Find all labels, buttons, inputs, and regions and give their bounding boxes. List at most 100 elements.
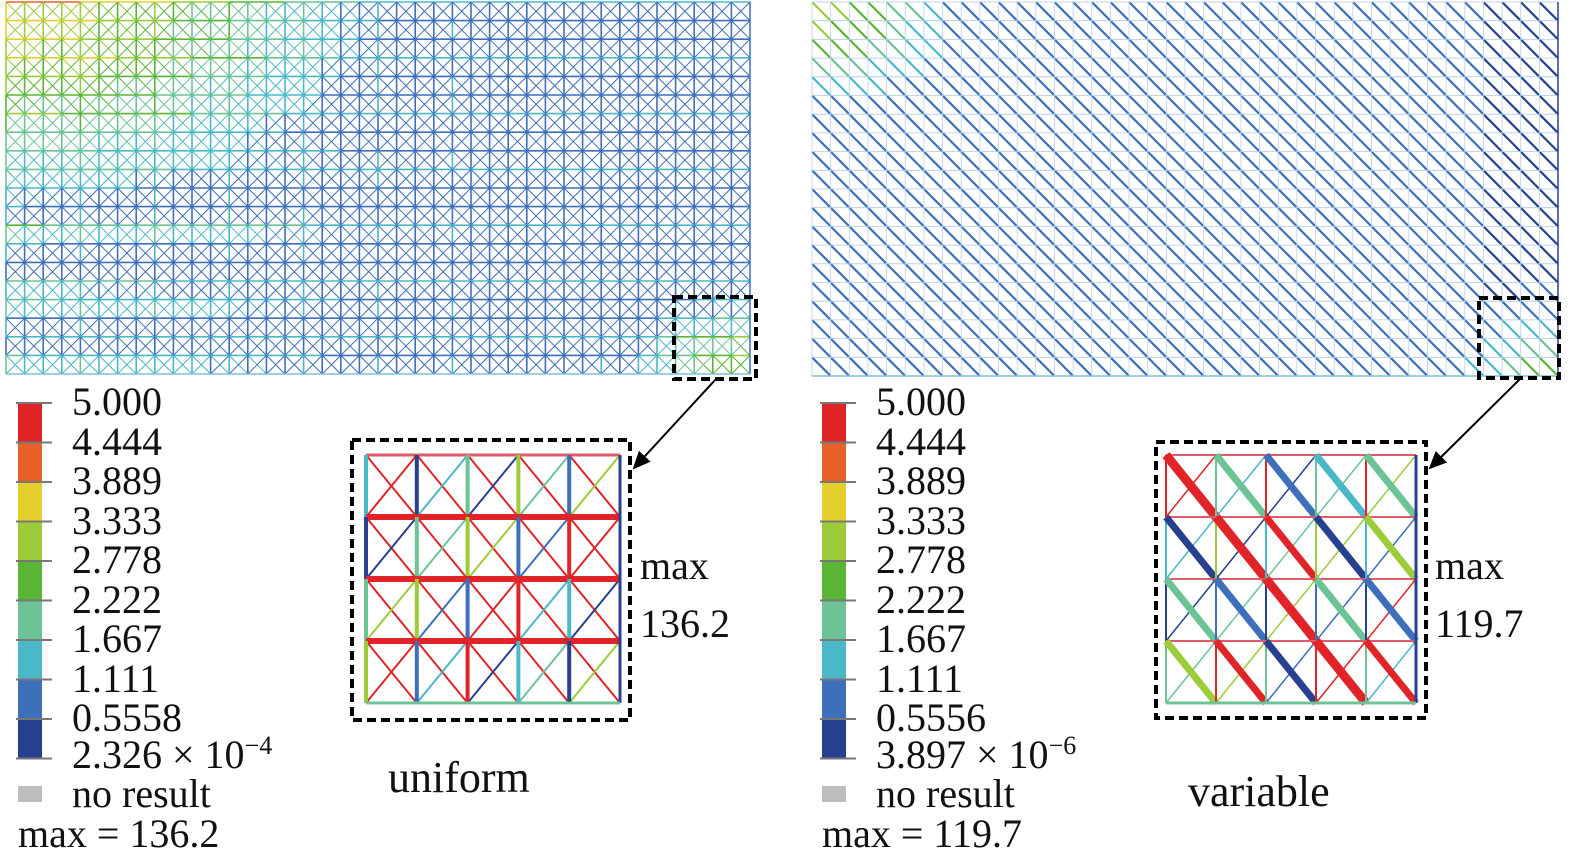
lattice-diagonal <box>1202 19 1224 41</box>
lattice-diagonal <box>284 57 304 77</box>
lattice-diagonal <box>563 317 583 338</box>
lattice-diagonal <box>712 280 732 300</box>
lattice-diagonal <box>885 188 907 209</box>
lattice-diagonal <box>452 169 472 189</box>
lattice-diagonal <box>42 20 63 40</box>
lattice-diagonal <box>359 131 379 152</box>
lattice-diagonal <box>340 113 360 133</box>
lattice-diagonal <box>321 336 342 356</box>
lattice-diagonal <box>210 224 230 245</box>
lattice-diagonal <box>1519 1 1541 22</box>
lattice-diagonal <box>675 38 695 59</box>
lattice-diagonal <box>359 169 379 189</box>
lattice-diagonal <box>712 206 732 226</box>
lattice-diagonal <box>414 187 435 207</box>
lattice-diagonal <box>1221 76 1242 97</box>
lattice-diagonal <box>582 169 602 189</box>
lattice-diagonal <box>80 243 100 263</box>
lattice-diagonal <box>1370 150 1391 172</box>
lattice-diagonal <box>829 38 851 59</box>
lattice-diagonal <box>867 244 888 265</box>
lattice-diagonal <box>1053 1 1074 22</box>
lattice-diagonal <box>98 299 118 319</box>
lattice-diagonal <box>619 20 639 40</box>
lattice-diagonal <box>5 224 25 245</box>
lattice-diagonal <box>1072 169 1093 190</box>
lattice-diagonal <box>811 169 832 190</box>
lattice-diagonal <box>1184 19 1205 41</box>
lattice-diagonal <box>414 317 435 338</box>
lattice-diagonal <box>340 76 360 96</box>
lattice-diagonal <box>526 150 546 170</box>
lattice-diagonal <box>1408 19 1429 41</box>
lattice-diagonal <box>80 355 100 375</box>
lattice-diagonal <box>489 262 509 282</box>
lattice-diagonal <box>1035 94 1056 115</box>
lattice-diagonal <box>997 263 1018 284</box>
lattice-diagonal <box>135 187 156 207</box>
lattice-diagonal <box>600 94 621 114</box>
lattice-diagonal <box>61 262 81 282</box>
lattice-diagonal <box>1016 113 1037 134</box>
lattice-diagonal <box>228 1 249 21</box>
lattice-diagonal <box>582 262 602 282</box>
lattice-diagonal <box>712 299 732 319</box>
lattice-diagonal <box>321 355 342 375</box>
lattice-diagonal <box>210 131 230 152</box>
lattice-diagonal <box>904 19 925 41</box>
lattice-diagonal <box>377 224 397 245</box>
lattice-diagonal <box>24 206 44 226</box>
colorbar-segment <box>822 442 846 482</box>
lattice-diagonal <box>1128 132 1149 153</box>
lattice-diagonal <box>42 57 63 77</box>
lattice-diagonal <box>154 206 174 226</box>
lattice-diagonal <box>960 150 981 172</box>
lattice-diagonal <box>1221 188 1242 209</box>
colorbar-segment <box>822 482 846 522</box>
lattice-diagonal <box>619 1 639 21</box>
lattice-diagonal <box>675 76 695 96</box>
lattice-diagonal <box>693 57 714 77</box>
lattice-diagonal <box>154 113 174 133</box>
lattice-diagonal <box>1202 1 1224 22</box>
lattice-diagonal <box>1389 169 1410 190</box>
lattice-diagonal <box>619 131 639 152</box>
lattice-diagonal <box>563 224 583 245</box>
lattice-diagonal <box>507 94 528 114</box>
lattice-diagonal <box>1519 57 1541 78</box>
lattice-diagonal <box>266 57 286 77</box>
lattice-diagonal <box>1053 169 1074 190</box>
lattice-diagonal <box>811 225 832 246</box>
lattice-diagonal <box>284 38 304 59</box>
lattice-diagonal <box>135 76 156 96</box>
lattice-diagonal <box>1221 38 1242 59</box>
lattice-diagonal <box>941 169 962 190</box>
lattice-diagonal <box>303 355 323 375</box>
lattice-diagonal <box>582 299 602 319</box>
lattice-diagonal <box>923 94 944 115</box>
lattice-diagonal <box>693 1 714 21</box>
lattice-diagonal <box>1277 113 1298 134</box>
lattice-diagonal <box>5 150 25 170</box>
lattice-diagonal <box>867 1 888 22</box>
lattice-diagonal <box>470 113 490 133</box>
lattice-diagonal <box>247 224 267 245</box>
lattice-diagonal <box>247 336 267 356</box>
lattice-diagonal <box>1538 19 1559 41</box>
lattice-diagonal <box>885 76 907 97</box>
lattice-diagonal <box>303 280 323 300</box>
lattice-diagonal <box>638 262 658 282</box>
lattice-diagonal <box>1072 263 1093 284</box>
lattice-diagonal <box>98 150 118 170</box>
lattice-diagonal <box>1538 1 1559 22</box>
lattice-diagonal <box>1445 19 1466 41</box>
lattice-diagonal <box>24 187 44 207</box>
lattice-diagonal <box>433 38 453 59</box>
lattice-diagonal <box>433 280 453 300</box>
lattice-diagonal <box>1221 19 1242 41</box>
lattice-diagonal <box>1202 244 1224 265</box>
lattice-diagonal <box>154 317 174 338</box>
lattice-diagonal <box>396 76 416 96</box>
lattice-diagonal <box>867 113 888 134</box>
lattice-diagonal <box>638 38 658 59</box>
